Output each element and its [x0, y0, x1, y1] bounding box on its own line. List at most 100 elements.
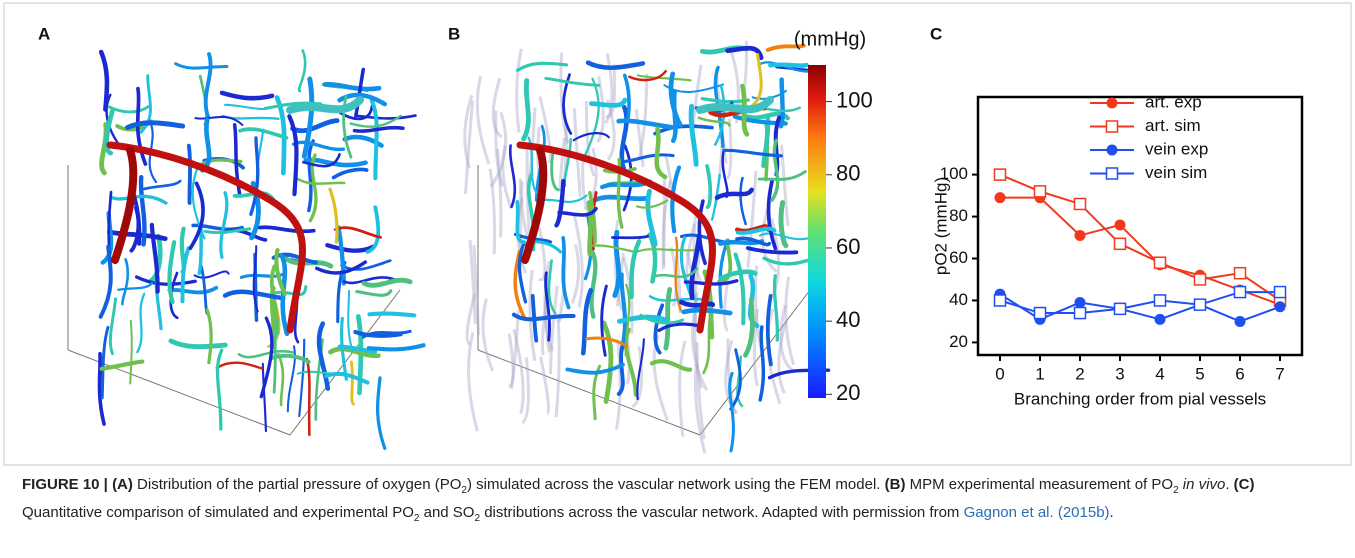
vessel [732, 114, 788, 126]
vessel [772, 274, 780, 342]
vessel [634, 109, 645, 168]
vessel [109, 194, 168, 205]
vessel [653, 303, 665, 355]
vessel [530, 293, 539, 343]
vessel [337, 92, 388, 107]
vessel [325, 243, 376, 253]
caption-text: 2 [474, 513, 481, 524]
vessel [121, 257, 130, 306]
vessel [97, 352, 106, 426]
vessel [765, 43, 806, 52]
colorbar-tick-label: 80 [836, 161, 860, 186]
vessel [614, 339, 622, 430]
vessel [761, 209, 778, 273]
vessel [303, 157, 368, 168]
x-tick-label: 0 [995, 364, 1004, 383]
series-line [999, 291, 1280, 315]
vessel [585, 336, 629, 349]
vessel [215, 348, 224, 431]
vessel [544, 271, 551, 342]
vessel [352, 125, 405, 133]
vessel [745, 246, 799, 255]
vessel [302, 153, 341, 168]
vessel [688, 103, 699, 167]
vessel [661, 180, 672, 270]
vessel [637, 73, 648, 161]
vessel [561, 236, 571, 310]
vessel [135, 86, 148, 166]
vessel [205, 308, 213, 365]
vessel [369, 98, 379, 181]
vessel [591, 194, 650, 204]
vessel [693, 245, 703, 329]
caption-text: 2 [413, 513, 420, 524]
vessel [515, 61, 569, 72]
x-tick-label: 5 [1195, 364, 1204, 383]
y-axis-title: pO2 (mmHg) [931, 177, 950, 275]
vessel [314, 260, 368, 275]
vessel [554, 319, 561, 418]
plot-frame [976, 95, 1304, 357]
vessel [134, 275, 197, 286]
point [1154, 313, 1166, 325]
vessel [199, 264, 209, 315]
vessel [277, 352, 285, 407]
vessel [692, 64, 703, 127]
vessel [496, 148, 503, 238]
vessel [611, 234, 650, 240]
point [1193, 273, 1207, 286]
vessel [291, 140, 346, 151]
vessel [586, 200, 594, 257]
caption-text: (B) [884, 476, 906, 493]
vessel [139, 74, 152, 134]
vessel [670, 89, 678, 144]
vessel [631, 346, 644, 408]
vessel [331, 167, 369, 180]
vessel [557, 206, 598, 217]
x-tick-label: 6 [1235, 364, 1244, 383]
point [993, 168, 1007, 181]
vessel [516, 141, 716, 334]
vessel [148, 233, 163, 284]
vessel [580, 287, 594, 356]
colorbar-label: (mmHg) [794, 28, 866, 50]
vessel [725, 45, 764, 61]
vessel [194, 115, 244, 126]
vessel [589, 244, 638, 254]
vessel [717, 238, 733, 284]
line-chart: 20 40 60 80 100 0 1 2 3 4 5 6 7 Branching order from … [931, 92, 1304, 408]
colorbar [808, 65, 826, 398]
panel-a-box [67, 165, 401, 436]
vessel [679, 233, 726, 244]
vessel [249, 136, 260, 216]
caption-link[interactable]: Gagnon et al. (2015b) [963, 504, 1110, 521]
vessel [333, 226, 382, 239]
vessel [129, 319, 133, 385]
vessel [353, 329, 403, 338]
y-tick-label: 20 [949, 332, 968, 351]
vessel [517, 240, 528, 304]
vessel [770, 138, 780, 202]
vessel [509, 144, 517, 209]
vessel [735, 226, 777, 235]
vessel [538, 96, 552, 164]
vessel [674, 236, 682, 312]
vessel [501, 145, 513, 209]
vessel [702, 314, 712, 375]
vessel [472, 245, 481, 336]
vessel [342, 134, 384, 148]
y-tick-label: 60 [949, 248, 968, 267]
vessel [681, 307, 733, 316]
vessel [654, 126, 668, 180]
vessel [290, 118, 340, 134]
point [1153, 256, 1167, 269]
panel-b-box [477, 165, 811, 436]
vessel [751, 89, 787, 100]
panel-label: B [448, 24, 460, 43]
vessel [697, 116, 731, 127]
vessel [633, 248, 695, 255]
vessel [746, 170, 758, 268]
vessel [259, 316, 274, 399]
vessel [697, 199, 707, 266]
vessel [689, 233, 702, 301]
